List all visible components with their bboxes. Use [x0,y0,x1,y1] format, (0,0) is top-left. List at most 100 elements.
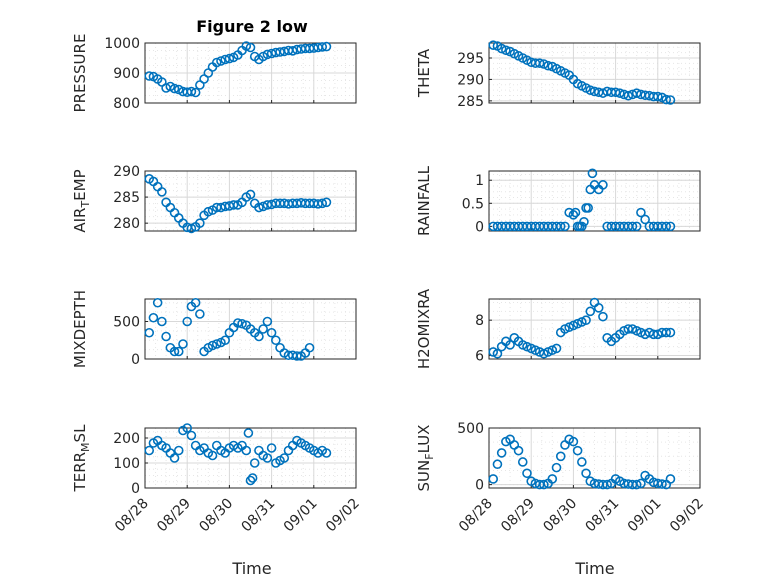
data-point [271,335,281,346]
data-point [583,203,593,213]
data-point [237,318,247,329]
x-tick-label: 09/01 [281,496,321,536]
data-point [631,479,642,490]
data-point [577,457,587,467]
y-tick-label: 290 [113,164,140,180]
panel-7: 0 100 200 TERRMSL 08/28 08/29 08/30 08/31 09/01 0… [71,423,363,536]
data-point [243,428,254,438]
panel-8: 0 500 SUNFLUX 08/28 08/29 08/30 08/31 09/01 09/0… [415,421,707,535]
y-axis-label: RAINFALL [415,165,433,236]
data-point [581,315,591,325]
x-tick-label: 08/29 [498,496,538,536]
y-tick-label: 285 [457,94,484,110]
data-point [547,474,558,484]
data-point [279,453,290,463]
y-tick-label: 500 [113,315,140,331]
data-point [321,448,332,458]
data-point [517,457,528,467]
data-point [266,443,277,453]
y-tick-label: 1000 [104,36,140,52]
y-tick-label: 290 [457,72,484,88]
y-axis-label: THETA [415,48,433,98]
x-tick-label: 09/01 [625,496,665,536]
data-point [144,327,155,338]
data-point [534,58,545,68]
data-point [636,207,646,218]
data-point [186,430,197,441]
data-point [249,458,260,468]
data-point [241,445,252,456]
data-point [169,453,180,463]
panel-1: 800 900 1000 PRESSURE [71,34,357,113]
data-point [258,324,268,334]
data-point [585,306,596,317]
data-point [598,311,608,322]
x-tick-label: 08/30 [540,496,580,536]
x-tick-label: 08/31 [239,496,279,536]
data-point [216,56,226,66]
data-point [627,221,638,232]
data-point [266,327,277,338]
x-axis-label-left: Time [231,559,271,578]
data-point [148,312,159,323]
data-point [555,451,566,462]
data-point [275,342,285,353]
data-point [178,339,188,349]
data-point [245,475,256,486]
y-tick-label: 8 [475,313,484,329]
data-point [602,479,612,490]
data-point [581,468,591,479]
data-point [254,331,264,342]
data-point [190,297,201,308]
data-point [157,316,167,327]
y-axis-label: PRESSURE [71,34,89,113]
data-point [292,351,302,361]
x-tick-label: 08/28 [112,496,152,536]
y-tick-label: 800 [113,96,140,112]
data-point [224,53,235,64]
data-point [570,207,581,218]
data-point [665,221,676,232]
y-tick-label: 900 [113,66,140,82]
data-point [623,90,634,101]
data-point [568,436,579,447]
data-point [245,189,256,200]
data-point [492,459,503,470]
data-point [636,478,646,489]
data-point [173,213,184,223]
data-point [505,340,515,350]
data-point [161,331,171,342]
data-point [640,214,650,225]
data-point [165,202,176,213]
x-tick-label: 08/28 [456,496,496,536]
axes-frame [144,170,357,232]
data-point [551,343,562,354]
data-point [652,91,663,102]
panel-6: 6 8 H2OMIXRA [415,288,701,369]
data-point [169,83,180,94]
y-tick-label: 295 [457,51,484,67]
data-point [144,445,155,456]
y-axis-label: SUNFLUX [415,425,436,492]
data-point [144,71,155,81]
data-point [190,87,201,98]
data-point [195,218,205,228]
data-point [321,197,332,208]
data-point [186,86,197,97]
y-tick-label: 1 [475,173,484,189]
data-point [317,42,328,52]
data-point [182,316,192,327]
data-point [262,453,273,463]
data-point [522,468,532,479]
x-tick-label: 09/02 [667,496,707,536]
x-tick-label: 08/31 [583,496,623,536]
data-point [579,216,589,227]
data-point [241,41,252,51]
y-tick-label: 200 [113,431,140,447]
data-point [657,479,667,489]
y-axis-label: AIRTEMP [71,169,92,232]
y-tick-label: 0 [131,352,140,368]
data-point [233,318,243,328]
data-point [203,206,214,217]
data-point [169,207,180,218]
